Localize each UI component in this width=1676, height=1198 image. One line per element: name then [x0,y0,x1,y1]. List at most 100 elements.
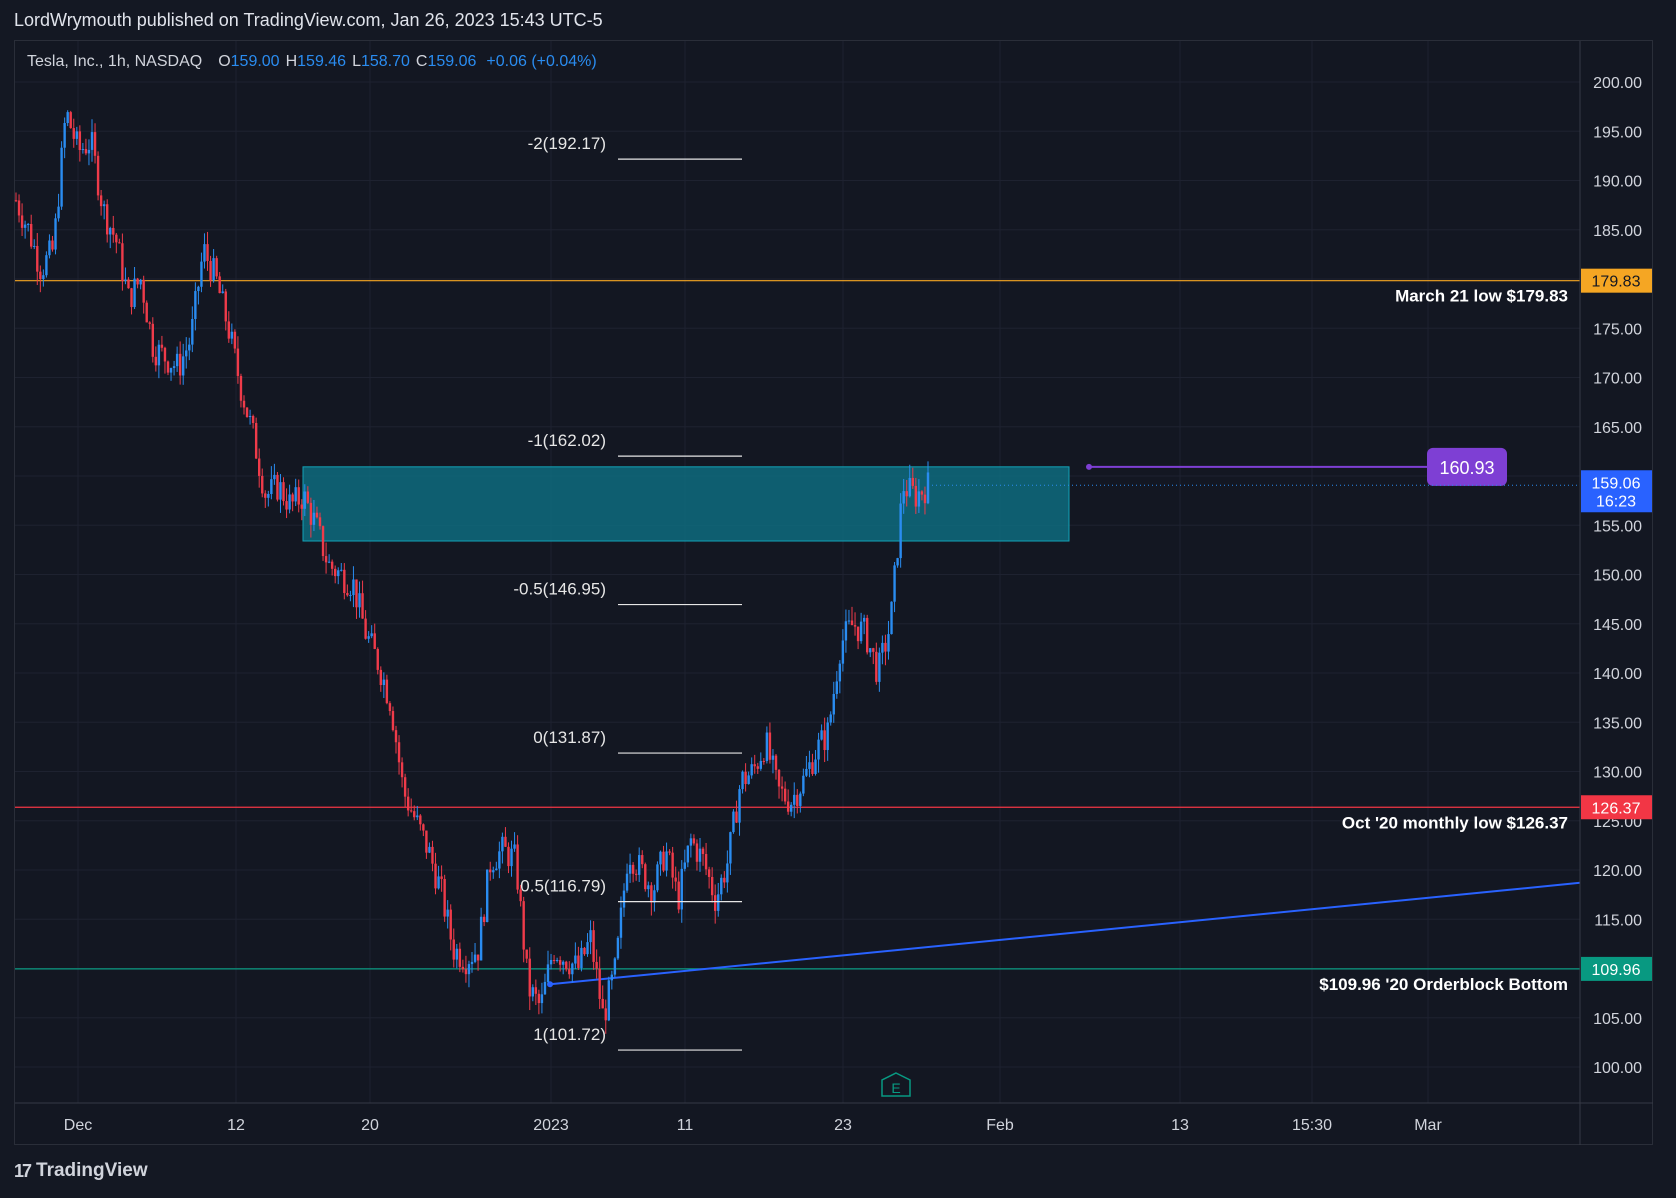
candle-body [820,730,823,740]
level-price-label: 179.83 [1592,274,1641,291]
candle-body [872,648,875,652]
candle-body [875,651,878,682]
candle-body [622,890,626,908]
footer-brand[interactable]: 17 TradingView [14,1160,148,1182]
candle-body [87,149,91,154]
y-tick-label: 145.00 [1593,617,1642,634]
candle-body [157,344,161,366]
candle-body [382,679,386,686]
candle-body [309,502,313,525]
candle-body [686,845,690,863]
candle-body [51,240,54,250]
candle-body [248,416,252,418]
candle-body [394,730,398,743]
x-tick-label: 15:30 [1292,1117,1332,1134]
candle-body [102,204,106,207]
candle-body [498,851,501,869]
candle-body [230,331,234,339]
y-tick-label: 185.00 [1593,223,1642,240]
candle-body [674,877,677,882]
candle-body [318,517,322,527]
candle-body [60,147,63,207]
candle-body [671,852,674,878]
candle-body [264,493,267,498]
candle-body [659,851,662,865]
candle-body [653,890,656,903]
candle-body [148,322,151,324]
candle-body [273,474,276,480]
low-label: L [352,53,361,70]
candle-body [455,948,458,960]
chart-frame[interactable] [14,40,1653,1145]
candle-body [416,815,419,818]
candle-body [790,804,793,812]
candle-body [747,775,750,785]
earnings-marker-shape [881,1072,911,1097]
candle-body [838,663,842,682]
candle-body [285,501,288,510]
x-tick-label: Feb [986,1117,1014,1134]
y-tick-label: 165.00 [1593,420,1642,437]
fib-label: -1(162.02) [528,431,606,450]
candle-body [710,876,714,896]
candle-body [327,561,331,563]
candle-body [738,789,741,823]
candle-body [93,132,97,156]
candle-body [510,848,513,867]
candle-body [528,958,531,997]
candle-body [689,838,693,846]
candle-body [452,939,455,960]
candle-body [495,868,498,871]
y-tick-label: 150.00 [1593,568,1642,585]
candle-body [890,601,893,635]
candle-body [118,242,121,244]
candle-body [914,485,918,507]
candle-body [677,881,680,910]
candle-body [577,955,580,968]
candle-body [188,344,191,351]
y-tick-label: 115.00 [1594,912,1642,929]
candle-body [251,416,255,424]
candle-body [625,873,629,891]
candle-body [364,618,367,639]
candle-body [762,760,766,762]
candle-body [701,848,705,854]
low-value: 158.70 [360,53,410,70]
candle-body [862,617,866,622]
y-tick-label: 200.00 [1593,75,1642,92]
candle-body [723,877,726,883]
candle-body [446,909,449,917]
x-tick-label: 20 [361,1117,379,1134]
candle-body [814,759,817,774]
x-tick-label: 12 [227,1117,245,1134]
candle-body [291,494,294,502]
candle-body [729,832,732,864]
candle-body [361,593,364,619]
candle-body [142,279,145,303]
candle-body [522,901,525,950]
earnings-marker-label: E [891,1080,900,1096]
candle-body [349,595,352,597]
axes: 100.00105.00110.00115.00120.00125.00130.… [15,41,1653,1145]
candle-body [732,811,735,833]
candle-body [270,479,273,495]
fib-label: -2(192.17) [528,134,606,153]
fib-label: 0(131.87) [533,728,606,747]
candle-body [428,846,431,853]
candle-body [66,112,69,124]
candle-body [543,981,547,995]
candle-body [896,558,899,566]
candle-body [239,375,243,401]
candle-body [598,968,601,999]
candle-body [823,730,826,751]
candle-body [793,794,796,805]
candle-body [546,964,550,982]
candle-body [139,279,142,285]
high-value: 159.46 [297,53,347,70]
candle-body [531,987,534,997]
y-tick-label: 175.00 [1593,321,1642,338]
candle-body [853,625,857,627]
candle-body [647,885,650,890]
y-tick-label: 105.00 [1593,1011,1642,1028]
